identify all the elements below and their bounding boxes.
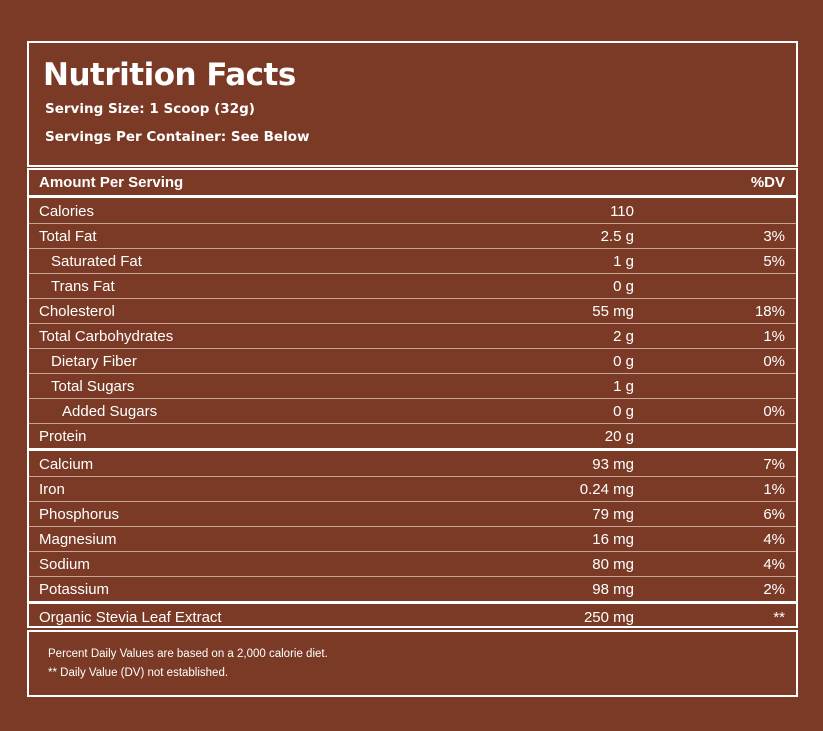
table-row: Magnesium 16 mg 4% — [29, 527, 796, 552]
mineral-name: Phosphorus — [39, 506, 120, 523]
table-row: Organic Stevia Leaf Extract 250 mg ** — [29, 605, 796, 630]
nutrient-dv: 18% — [754, 303, 785, 320]
ingredient-dv: ** — [773, 609, 785, 626]
nutrient-name: Total Sugars — [51, 378, 135, 395]
page-title: Nutrition Facts — [43, 57, 296, 93]
mineral-name: Potassium — [39, 581, 110, 598]
nutrient-amount: 1 g — [613, 378, 634, 395]
table-row: Protein 20 g — [29, 424, 796, 451]
table-row: Dietary Fiber 0 g 0% — [29, 349, 796, 374]
servings-per-container: Servings Per Container: See Below — [45, 129, 310, 145]
nutrient-amount: 20 g — [604, 428, 634, 445]
table-row: Trans Fat 0 g — [29, 274, 796, 299]
table-row: Added Sugars 0 g 0% — [29, 399, 796, 424]
table-header-row: Amount Per Serving %DV — [29, 170, 796, 198]
mineral-amount: 93 mg — [592, 456, 634, 473]
table-row: Iron 0.24 mg 1% — [29, 477, 796, 502]
nutrient-amount: 55 mg — [592, 303, 634, 320]
nutrient-amount: 2.5 g — [600, 228, 634, 245]
mineral-amount: 80 mg — [592, 556, 634, 573]
mineral-dv: 2% — [763, 581, 785, 598]
mineral-dv: 4% — [763, 556, 785, 573]
nutrient-name: Dietary Fiber — [51, 353, 137, 370]
table-row: Sodium 80 mg 4% — [29, 552, 796, 577]
nutrient-amount: 0 g — [613, 278, 634, 295]
mineral-name: Magnesium — [39, 531, 117, 548]
ingredient-amount: 250 mg — [583, 609, 634, 626]
table-row: Cholesterol 55 mg 18% — [29, 299, 796, 324]
mineral-dv: 1% — [763, 481, 785, 498]
nutrient-amount: 110 — [610, 203, 634, 220]
table-row: Calories 110 — [29, 199, 796, 224]
mineral-name: Iron — [39, 481, 65, 498]
nutrient-name: Cholesterol — [39, 303, 115, 320]
mineral-dv: 6% — [763, 506, 785, 523]
table-row: Phosphorus 79 mg 6% — [29, 502, 796, 527]
mineral-dv: 7% — [763, 456, 785, 473]
table-row: Saturated Fat 1 g 5% — [29, 249, 796, 274]
nutrition-header-box: Nutrition Facts Serving Size: 1 Scoop (3… — [27, 41, 798, 167]
mineral-amount: 98 mg — [592, 581, 634, 598]
mineral-amount: 79 mg — [592, 506, 634, 523]
nutrient-name: Added Sugars — [62, 403, 158, 420]
table-row: Potassium 98 mg 2% — [29, 577, 796, 604]
table-row: Total Carbohydrates 2 g 1% — [29, 324, 796, 349]
nutrient-name: Trans Fat — [51, 278, 115, 295]
mineral-amount: 0.24 mg — [579, 481, 634, 498]
mineral-name: Sodium — [39, 556, 90, 573]
nutrient-name: Saturated Fat — [51, 253, 142, 270]
nutrient-amount: 0 g — [613, 353, 634, 370]
nutrient-amount: 0 g — [613, 403, 634, 420]
table-row: Total Sugars 1 g — [29, 374, 796, 399]
ingredient-name: Organic Stevia Leaf Extract — [39, 609, 222, 626]
nutrient-dv: 0% — [763, 353, 785, 370]
column-header-amount: Amount Per Serving — [39, 174, 184, 191]
column-header-dv: %DV — [750, 174, 785, 191]
serving-size: Serving Size: 1 Scoop (32g) — [45, 101, 255, 117]
mineral-dv: 4% — [763, 531, 785, 548]
nutrient-dv: 1% — [763, 328, 785, 345]
footnote-box: Percent Daily Values are based on a 2,00… — [27, 630, 798, 697]
nutrient-name: Calories — [39, 203, 95, 220]
nutrient-name: Protein — [39, 428, 87, 445]
nutrient-amount: 2 g — [613, 328, 634, 345]
nutrient-name: Total Fat — [39, 228, 97, 245]
nutrient-dv: 5% — [763, 253, 785, 270]
table-row: Total Fat 2.5 g 3% — [29, 224, 796, 249]
mineral-name: Calcium — [39, 456, 94, 473]
nutrition-table: Amount Per Serving %DV Calories 110 Tota… — [27, 168, 798, 628]
daily-values-note: Percent Daily Values are based on a 2,00… — [48, 648, 328, 660]
nutrient-dv: 0% — [763, 403, 785, 420]
nutrient-amount: 1 g — [613, 253, 634, 270]
nutrient-name: Total Carbohydrates — [39, 328, 174, 345]
nutrient-dv: 3% — [763, 228, 785, 245]
table-row: Calcium 93 mg 7% — [29, 452, 796, 477]
mineral-amount: 16 mg — [592, 531, 634, 548]
dv-not-established-note: ** Daily Value (DV) not established. — [48, 667, 229, 679]
